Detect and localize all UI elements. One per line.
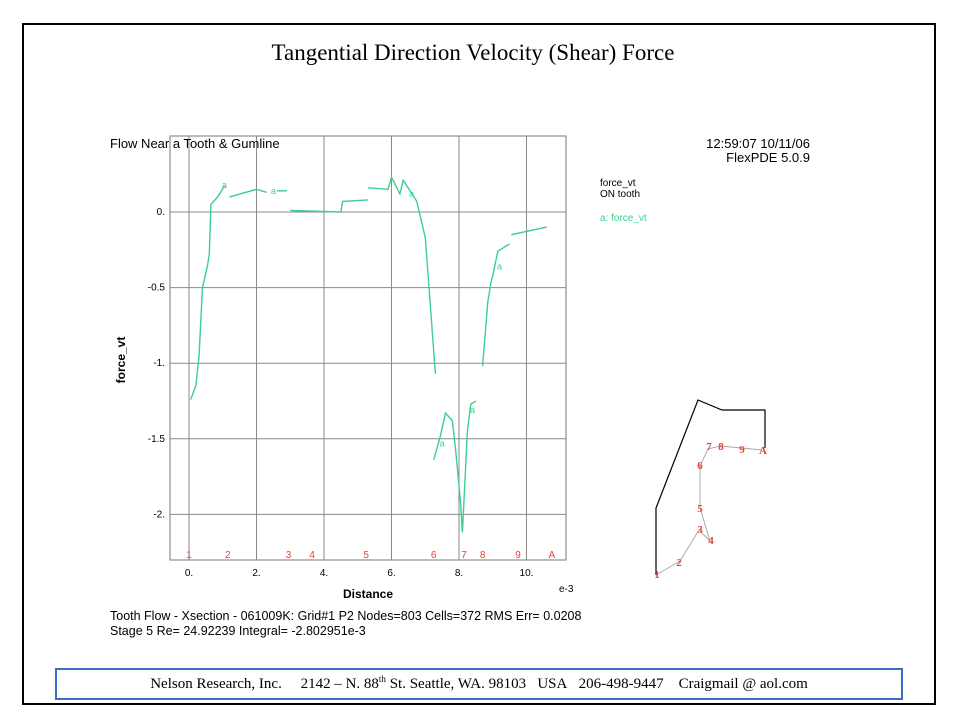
series-segment (433, 400, 477, 533)
position-marker: 3 (286, 550, 292, 561)
position-marker: 1 (186, 550, 192, 561)
plot-axes: 0. 2. 4. 6. 8. 10. 0. -0.5 -1. -1.5 -2. (148, 135, 567, 579)
x-tick-label: 0. (185, 568, 193, 579)
slide-title: Tangential Direction Velocity (Shear) Fo… (271, 40, 675, 65)
y-tick-label: -0.5 (148, 283, 166, 294)
inset-point-label: 6 (697, 460, 703, 472)
series-segment (190, 185, 225, 400)
footer-country: USA (537, 676, 568, 692)
y-tick-label: 0. (157, 207, 165, 218)
inset-point-label: 5 (697, 503, 703, 515)
inset-point-label: 8 (718, 441, 724, 453)
footer-email: Craigmail @ aol.com (678, 676, 808, 692)
inset-point-label: 3 (697, 524, 703, 536)
x-axis-label: Distance (343, 587, 393, 601)
position-marker: 2 (225, 550, 231, 561)
series-segment (290, 199, 368, 213)
inset-point-label: 7 (706, 441, 712, 453)
position-markers: 1 2 3 4 5 6 7 8 9 A (186, 550, 555, 561)
software-version: FlexPDE 5.0.9 (726, 150, 810, 165)
tooth-outline (655, 399, 766, 575)
footer-street-suffix: th (378, 674, 386, 684)
legend-on-tooth: ON tooth (600, 189, 640, 200)
series-force-vt: a a a a a a (190, 175, 547, 533)
x-tick-label: 2. (252, 568, 260, 579)
footer-organization: Nelson Research, Inc. (150, 676, 282, 692)
y-tick-label: -1. (153, 358, 165, 369)
info-line-1: Tooth Flow - Xsection - 061009K: Grid#1 … (110, 609, 581, 623)
position-marker: 7 (461, 550, 467, 561)
legend-series-entry: a: force_vt (600, 213, 647, 224)
x-exponent-label: e-3 (559, 584, 574, 595)
plot-title: Flow Near a Tooth & Gumline (110, 136, 280, 151)
position-marker: A (548, 550, 555, 561)
inset-point-label: A (759, 445, 767, 457)
slide-frame (22, 23, 936, 705)
tooth-outline-inset: 1 2 34 5 67 8 9 A (654, 399, 767, 581)
plot-frame (169, 135, 567, 561)
footer-contact-bar: Nelson Research, Inc. 2142 – N. 88th St.… (55, 668, 903, 700)
series-point-label: a (409, 189, 414, 199)
x-tick-label: 6. (387, 568, 395, 579)
series-segment (367, 175, 437, 374)
series-segment (511, 226, 547, 236)
series-point-label: a (222, 180, 227, 190)
footer-street-prefix: 2142 – N. 88 (300, 676, 379, 692)
footer-phone: 206-498-9447 (578, 676, 664, 692)
position-marker: 6 (431, 550, 437, 561)
series-point-label: a (271, 186, 276, 196)
inset-point-label: 9 (739, 444, 745, 456)
y-tick-label: -1.5 (148, 434, 166, 445)
inset-point-label: 2 (676, 557, 682, 569)
y-axis-label: force_vt (114, 337, 128, 384)
info-line-2: Stage 5 Re= 24.92239 Integral= -2.802951… (110, 624, 366, 638)
position-marker: 5 (363, 550, 369, 561)
inset-point-label: 1 (654, 569, 660, 581)
series-point-label: a (470, 405, 475, 415)
series-point-label: a (497, 261, 502, 271)
plot-grid (170, 136, 566, 560)
position-marker: 8 (480, 550, 486, 561)
series-segment (481, 243, 510, 367)
footer-street-rest: St. Seattle, WA. 98103 (385, 676, 527, 692)
inset-point-label: 4 (708, 535, 714, 547)
position-marker: 9 (515, 550, 521, 561)
x-tick-label: 10. (520, 568, 534, 579)
position-marker: 4 (309, 550, 315, 561)
y-tick-label: -2. (153, 509, 165, 520)
series-segment (229, 188, 267, 198)
timestamp: 12:59:07 10/11/06 (706, 136, 810, 151)
series-point-label: a (440, 438, 445, 448)
x-tick-label: 8. (455, 568, 463, 579)
legend-variable: force_vt (600, 178, 636, 189)
measurement-path (655, 445, 763, 576)
x-tick-label: 4. (320, 568, 328, 579)
